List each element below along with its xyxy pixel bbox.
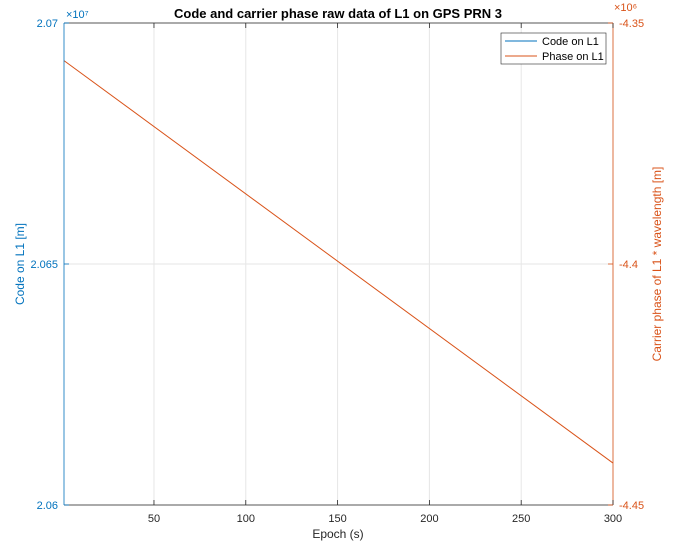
- right-y-axis-label: Carrier phase of L1 * wavelength [m]: [650, 167, 664, 362]
- x-tick-label: 250: [512, 513, 530, 525]
- right-y-tick-label: -4.4: [619, 259, 638, 271]
- x-tick-label: 100: [237, 513, 255, 525]
- right-y-tick-label: -4.45: [619, 500, 644, 512]
- x-tick-label: 150: [328, 513, 346, 525]
- left-y-tick-label: 2.07: [37, 18, 58, 30]
- left-y-tick-label: 2.065: [30, 259, 58, 271]
- x-tick-label: 200: [420, 513, 438, 525]
- x-tick-label: 50: [148, 513, 160, 525]
- series-line-phase: [63, 60, 614, 464]
- x-tick-label: 300: [604, 513, 622, 525]
- axes: 50 100 150 200 250 300 2.06 2.065 2.07 -4.45 -4.4 -…: [30, 18, 644, 525]
- chart-title: Code and carrier phase raw data of L1 on…: [174, 6, 502, 21]
- legend-label-code: Code on L1: [542, 36, 599, 48]
- right-y-tick-label: -4.35: [619, 18, 644, 30]
- left-y-axis-label: Code on L1 [m]: [13, 223, 27, 305]
- right-axis-exponent: ×10⁶: [614, 2, 637, 14]
- x-axis-label: Epoch (s): [312, 527, 363, 541]
- legend: Code on L1 Phase on L1: [500, 32, 607, 65]
- legend-label-phase: Phase on L1: [542, 51, 604, 63]
- left-axis-exponent: ×10⁷: [66, 9, 89, 21]
- left-y-tick-label: 2.06: [37, 500, 58, 512]
- series-lines: [63, 60, 614, 464]
